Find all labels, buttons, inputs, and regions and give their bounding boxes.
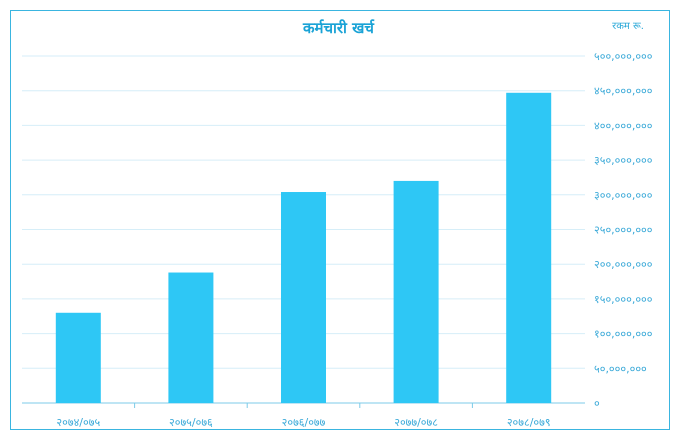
y-tick-label: ५००,०००,००० — [594, 50, 653, 63]
chart-title: कर्मचारी खर्च — [303, 19, 374, 37]
bar — [506, 92, 552, 404]
y-tick-label: १००,०००,००० — [594, 328, 653, 341]
chart-frame — [10, 10, 670, 430]
x-tick-label: २०७८/०७९ — [507, 416, 551, 429]
unit-label: रकम रू. — [612, 21, 644, 32]
y-axis-ticks: ० ५०,०००,००० १००,०००,००० १५०,०००,००० २००,०००… — [594, 50, 653, 410]
y-tick-label: १५०,०००,००० — [594, 293, 653, 306]
y-tick-label: ५०,०००,००० — [594, 362, 647, 375]
x-axis-ticks: २०७४/०७५ २०७५/०७६ २०७६/०७७ २०७७/०७८ २०७८/०७९ — [56, 403, 551, 429]
y-tick-label: २००,०००,००० — [594, 258, 653, 271]
y-tick-label: २५०,०००,००० — [594, 224, 653, 237]
y-tick-label: ० — [594, 397, 600, 410]
x-tick-label: २०७७/०७८ — [394, 416, 438, 429]
bar — [393, 180, 439, 403]
y-tick-label: ३००,०००,००० — [594, 189, 653, 202]
y-tick-label: ४००,०००,००० — [594, 119, 653, 132]
bars — [55, 92, 552, 404]
x-tick-label: २०७४/०७५ — [56, 416, 100, 429]
bar — [281, 192, 326, 403]
y-tick-label: ४५०,०००,००० — [594, 85, 653, 98]
x-tick-label: २०७५/०७६ — [169, 416, 213, 429]
x-tick-label: २०७६/०७७ — [282, 416, 326, 429]
bar — [55, 312, 101, 403]
y-tick-label: ३५०,०००,००० — [594, 154, 653, 167]
bar — [168, 272, 214, 403]
